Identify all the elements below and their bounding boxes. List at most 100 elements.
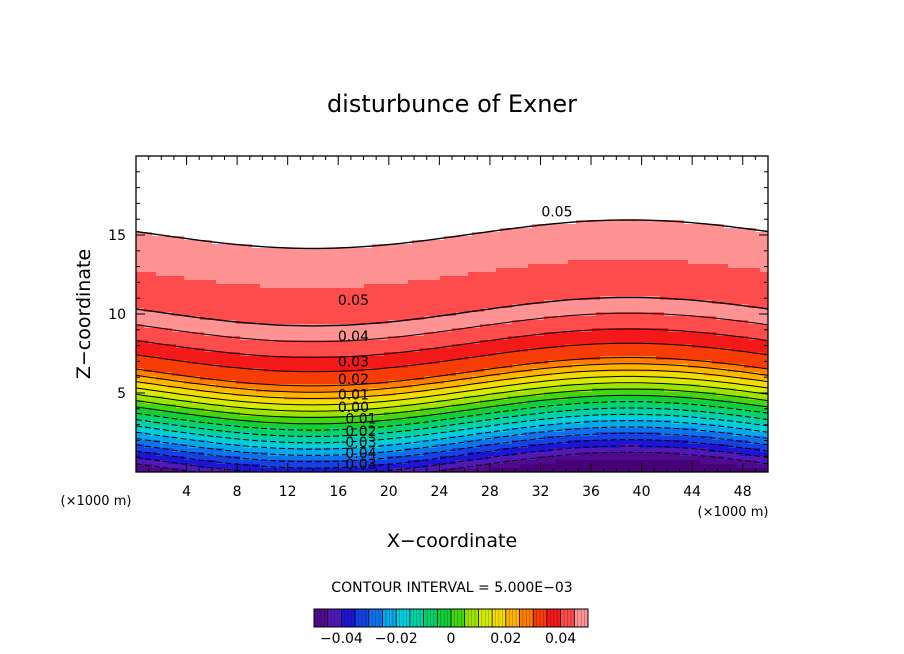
field-cell — [144, 300, 149, 305]
field-cell — [220, 452, 225, 457]
field-cell — [212, 232, 217, 237]
field-cell — [264, 200, 269, 205]
field-cell — [164, 304, 169, 309]
field-cell — [288, 364, 293, 369]
field-cell — [160, 376, 165, 381]
field-cell — [232, 452, 237, 457]
field-cell — [276, 168, 281, 173]
field-cell — [164, 216, 169, 221]
field-cell — [220, 384, 225, 389]
field-cell — [248, 252, 253, 257]
field-cell — [296, 384, 301, 389]
field-cell — [380, 396, 385, 401]
field-cell — [328, 456, 333, 461]
field-cell — [276, 436, 281, 441]
field-cell — [372, 396, 377, 401]
field-cell — [336, 288, 341, 293]
field-cell — [228, 208, 233, 213]
field-cell — [336, 348, 341, 353]
field-cell — [360, 292, 365, 297]
field-cell — [308, 168, 313, 173]
field-cell — [360, 360, 365, 365]
field-cell — [136, 208, 141, 213]
field-cell — [300, 392, 305, 397]
field-cell — [312, 464, 317, 469]
field-cell — [232, 240, 237, 245]
field-cell — [308, 248, 313, 253]
field-cell — [332, 296, 337, 301]
field-cell — [304, 448, 309, 453]
field-cell — [232, 164, 237, 169]
field-cell — [320, 336, 325, 341]
field-cell — [220, 412, 225, 417]
field-cell — [188, 432, 193, 437]
field-cell — [204, 384, 209, 389]
field-cell — [356, 324, 361, 329]
field-cell — [336, 452, 341, 457]
field-cell — [152, 400, 157, 405]
field-cell — [284, 348, 289, 353]
field-cell — [300, 192, 305, 197]
field-cell — [176, 316, 181, 321]
field-cell — [200, 256, 205, 261]
field-cell — [324, 180, 329, 185]
field-cell — [164, 368, 169, 373]
field-cell — [208, 416, 213, 421]
field-cell — [376, 288, 381, 293]
field-cell — [220, 344, 225, 349]
field-cell — [164, 464, 169, 469]
field-cell — [156, 464, 161, 469]
field-cell — [140, 292, 145, 297]
field-cell — [252, 424, 257, 429]
field-cell — [272, 280, 277, 285]
field-cell — [324, 220, 329, 225]
field-cell — [156, 364, 161, 369]
field-cell — [232, 304, 237, 309]
field-cell — [144, 320, 149, 325]
field-cell — [256, 316, 261, 321]
field-cell — [212, 376, 217, 381]
field-cell — [376, 200, 381, 205]
field-cell — [312, 436, 317, 441]
field-cell — [200, 396, 205, 401]
field-cell — [228, 172, 233, 177]
field-cell — [364, 352, 369, 357]
field-cell — [268, 380, 273, 385]
field-cell — [292, 252, 297, 257]
field-cell — [208, 248, 213, 253]
field-cell — [204, 460, 209, 465]
field-cell — [140, 264, 145, 269]
field-cell — [300, 380, 305, 385]
field-cell — [332, 248, 337, 253]
field-cell — [384, 276, 389, 281]
field-cell — [212, 420, 217, 425]
field-cell — [352, 344, 357, 349]
field-cell — [360, 216, 365, 221]
field-cell — [140, 356, 145, 361]
field-cell — [204, 396, 209, 401]
field-cell — [152, 364, 157, 369]
field-cell — [156, 360, 161, 365]
field-cell — [272, 208, 277, 213]
field-cell — [320, 288, 325, 293]
field-cell — [284, 440, 289, 445]
field-cell — [148, 304, 153, 309]
field-cell — [188, 372, 193, 377]
field-cell — [148, 180, 153, 185]
field-cell — [372, 224, 377, 229]
field-cell — [156, 188, 161, 193]
field-cell — [364, 264, 369, 269]
field-cell — [380, 360, 385, 365]
field-cell — [256, 364, 261, 369]
field-cell — [344, 348, 349, 353]
field-cell — [216, 424, 221, 429]
field-cell — [212, 288, 217, 293]
field-cell — [140, 176, 145, 181]
field-cell — [236, 196, 241, 201]
field-cell — [384, 364, 389, 369]
field-cell — [268, 220, 273, 225]
field-cell — [144, 360, 149, 365]
field-cell — [300, 368, 305, 373]
field-cell — [140, 432, 145, 437]
field-cell — [336, 448, 341, 453]
